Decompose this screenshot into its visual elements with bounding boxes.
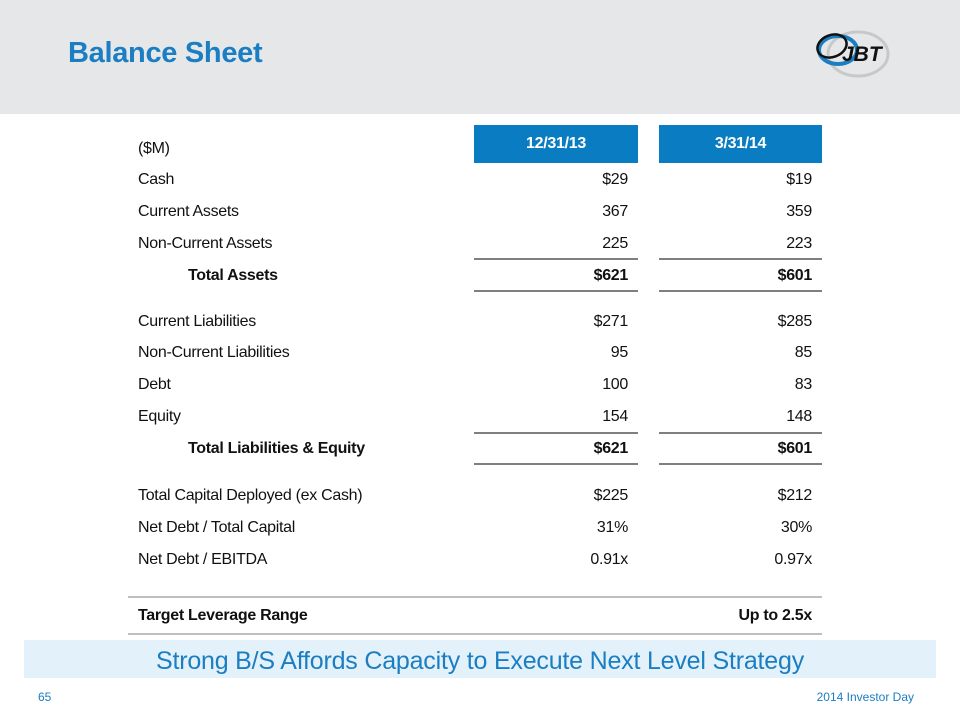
row-value: 359 xyxy=(786,203,812,220)
row-value: $271 xyxy=(593,313,629,330)
slide-title: Balance Sheet xyxy=(68,37,263,69)
key-takeaway-banner: Strong B/S Affords Capacity to Execute N… xyxy=(24,640,936,678)
target-label: Target Leverage Range xyxy=(138,607,308,624)
row-value: $19 xyxy=(786,171,812,188)
row-label: Current Assets xyxy=(138,203,239,220)
row-value: 225 xyxy=(602,235,628,252)
row-value: $621 xyxy=(593,440,629,457)
row-label: Cash xyxy=(138,171,175,188)
divider xyxy=(659,258,822,260)
row-label: Debt xyxy=(138,376,171,393)
row-value: 85 xyxy=(794,344,813,361)
row-label: Total Capital Deployed (ex Cash) xyxy=(138,487,363,504)
row-value: 367 xyxy=(602,203,628,220)
row-label: Current Liabilities xyxy=(138,313,256,330)
row-label: Equity xyxy=(138,408,181,425)
divider xyxy=(474,432,638,434)
row-value: 0.91x xyxy=(590,551,628,568)
row-value: $212 xyxy=(777,487,813,504)
divider xyxy=(474,290,638,292)
row-value: $601 xyxy=(777,267,813,284)
divider xyxy=(474,258,638,260)
divider xyxy=(474,463,638,465)
row-value: $285 xyxy=(777,313,813,330)
row-value: $601 xyxy=(777,440,813,457)
row-value: 31% xyxy=(596,519,628,536)
unit-label: ($M) xyxy=(138,140,170,157)
row-value: 100 xyxy=(602,376,628,393)
row-label: Net Debt / Total Capital xyxy=(138,519,296,536)
row-value: $29 xyxy=(602,171,628,188)
row-value: 95 xyxy=(610,344,629,361)
row-value: $621 xyxy=(593,267,629,284)
row-value: 148 xyxy=(786,408,812,425)
divider xyxy=(659,463,822,465)
slide-header: Balance Sheet JBT xyxy=(0,0,960,114)
divider xyxy=(659,432,822,434)
row-label: Non-Current Assets xyxy=(138,235,273,252)
row-value: 83 xyxy=(794,376,813,393)
divider xyxy=(128,596,822,598)
jbt-logo-icon: JBT xyxy=(816,30,890,78)
row-label: Net Debt / EBITDA xyxy=(138,551,268,568)
column-header-3-31-14: 3/31/14 xyxy=(659,125,822,163)
footer-event: 2014 Investor Day xyxy=(816,690,914,704)
target-value: Up to 2.5x xyxy=(738,607,813,624)
row-label: Non-Current Liabilities xyxy=(138,344,290,361)
svg-text:JBT: JBT xyxy=(842,43,884,66)
divider xyxy=(128,633,822,635)
row-value: 0.97x xyxy=(774,551,812,568)
page-number: 65 xyxy=(38,690,52,704)
row-label: Total Liabilities & Equity xyxy=(188,440,365,457)
row-value: 223 xyxy=(786,235,812,252)
row-value: 30% xyxy=(780,519,812,536)
row-value: 154 xyxy=(602,408,628,425)
divider xyxy=(659,290,822,292)
row-label: Total Assets xyxy=(188,267,278,284)
row-value: $225 xyxy=(593,487,629,504)
column-header-12-31-13: 12/31/13 xyxy=(474,125,638,163)
